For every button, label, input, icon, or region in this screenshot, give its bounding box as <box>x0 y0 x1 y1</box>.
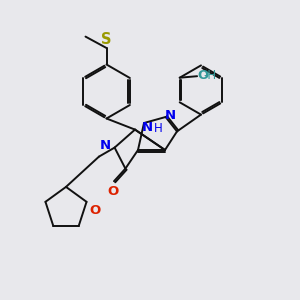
Text: N: N <box>141 121 153 134</box>
Text: N: N <box>164 109 176 122</box>
Text: O: O <box>89 204 100 217</box>
Text: S: S <box>101 32 112 46</box>
Text: O: O <box>198 69 209 82</box>
Text: -H: -H <box>204 69 217 82</box>
Text: O: O <box>108 185 119 198</box>
Text: N: N <box>99 139 110 152</box>
Text: H: H <box>154 122 163 135</box>
